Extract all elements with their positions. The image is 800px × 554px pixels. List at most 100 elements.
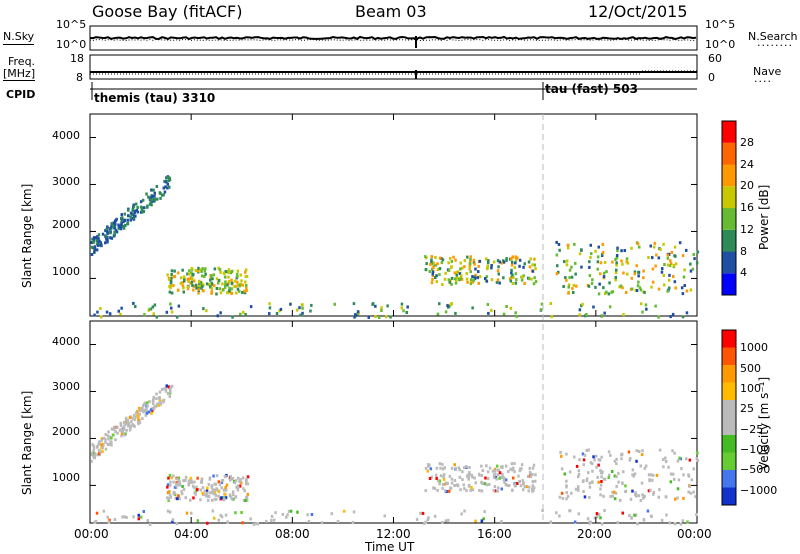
power-cell bbox=[145, 192, 148, 196]
velocity-cell bbox=[558, 495, 562, 499]
power-cell bbox=[244, 313, 247, 317]
power-cell bbox=[310, 303, 313, 307]
velocity-cell bbox=[530, 487, 534, 491]
power-cell bbox=[165, 176, 169, 180]
power-cell bbox=[140, 208, 144, 212]
power-cell bbox=[186, 277, 189, 281]
power-cell bbox=[527, 260, 531, 264]
velocity-cell bbox=[565, 452, 568, 456]
velocity-cell bbox=[498, 471, 502, 475]
velocity-cell bbox=[95, 511, 99, 515]
velocity-cell bbox=[512, 466, 515, 470]
velocity-cell bbox=[180, 490, 183, 494]
power-cell bbox=[469, 255, 472, 259]
velocity-cell bbox=[184, 475, 188, 479]
power-cell bbox=[514, 255, 518, 259]
velocity-cell bbox=[210, 484, 214, 488]
velocity-cell bbox=[581, 452, 585, 456]
velocity-cell bbox=[234, 511, 237, 515]
power-cell bbox=[215, 287, 219, 290]
power-cell bbox=[558, 248, 561, 252]
power-cell bbox=[114, 218, 117, 222]
velocity-cell bbox=[225, 483, 229, 487]
power-cell bbox=[245, 284, 248, 287]
power-cell bbox=[672, 275, 675, 278]
power-cell bbox=[183, 279, 186, 283]
power-cell bbox=[169, 302, 172, 306]
power-cell bbox=[231, 315, 234, 319]
velocity-cell bbox=[630, 516, 633, 520]
velocity-cell bbox=[104, 447, 108, 451]
power-cell bbox=[450, 259, 454, 263]
power-cell bbox=[647, 256, 650, 259]
power-cell bbox=[249, 305, 253, 309]
power-cell bbox=[96, 240, 100, 244]
power-cell bbox=[95, 239, 99, 242]
power-cell bbox=[191, 283, 194, 287]
power-cell bbox=[438, 267, 442, 271]
power-cell bbox=[371, 302, 375, 306]
velocity-cell bbox=[616, 521, 619, 525]
colorbar-segment bbox=[722, 347, 736, 365]
velocity-cell bbox=[518, 469, 522, 473]
power-cell bbox=[236, 280, 239, 284]
power-cell bbox=[578, 313, 581, 317]
velocity-cell bbox=[527, 485, 531, 489]
power-cell bbox=[230, 287, 233, 291]
velocity-cell bbox=[611, 494, 615, 498]
velocity-cell bbox=[108, 518, 111, 522]
velocity-cell bbox=[310, 513, 314, 516]
velocity-cell bbox=[383, 514, 386, 518]
velocity-cell bbox=[246, 475, 250, 479]
velocity-cell bbox=[570, 491, 573, 495]
power-cell bbox=[141, 198, 145, 202]
power-cell bbox=[490, 308, 493, 312]
velocity-cell bbox=[152, 395, 155, 399]
velocity-cell bbox=[613, 490, 616, 494]
power-cell bbox=[568, 276, 571, 280]
velocity-cell bbox=[110, 436, 113, 440]
power-cell bbox=[589, 243, 592, 247]
velocity-cell bbox=[181, 492, 184, 496]
power-cell bbox=[110, 236, 114, 240]
velocity-cell bbox=[534, 479, 537, 483]
velocity-cell bbox=[128, 428, 132, 432]
power-cell bbox=[436, 312, 440, 316]
xtick-2: 08:00 bbox=[275, 527, 310, 541]
velocity-cell bbox=[662, 458, 665, 461]
power-cell bbox=[194, 269, 198, 272]
power-cell bbox=[400, 306, 403, 310]
power-cell bbox=[166, 273, 169, 277]
power-cell bbox=[190, 267, 193, 270]
velocity-cell bbox=[635, 449, 638, 453]
power-cell bbox=[540, 302, 544, 306]
velocity-cell bbox=[205, 489, 209, 493]
velocity-cell bbox=[245, 498, 249, 502]
power-cell bbox=[615, 268, 618, 272]
power-cell bbox=[438, 256, 442, 260]
power-cell bbox=[447, 278, 451, 282]
velocity-cell bbox=[621, 482, 624, 486]
velocity-cell bbox=[217, 518, 220, 522]
power-cell bbox=[485, 279, 489, 283]
velocity-cell bbox=[196, 488, 199, 492]
velocity-cell bbox=[442, 475, 445, 479]
power-cell bbox=[109, 231, 112, 235]
power-cell bbox=[378, 316, 381, 319]
power-cell bbox=[434, 256, 437, 259]
velocity-cell bbox=[320, 521, 324, 525]
power-cell bbox=[523, 282, 526, 285]
power-cell bbox=[98, 239, 101, 243]
velocity-cell bbox=[613, 474, 617, 478]
velocity-cell bbox=[336, 520, 340, 523]
velocity-cell bbox=[274, 511, 277, 515]
velocity-cell bbox=[96, 444, 99, 448]
power-cell bbox=[453, 271, 456, 275]
power-cell bbox=[498, 281, 501, 285]
velocity-cell bbox=[461, 470, 464, 474]
velocity-cell bbox=[509, 467, 512, 471]
velocity-cell bbox=[436, 479, 440, 483]
power-cell bbox=[159, 196, 162, 200]
velocity-cell bbox=[218, 482, 222, 486]
velocity-cell bbox=[439, 474, 443, 478]
